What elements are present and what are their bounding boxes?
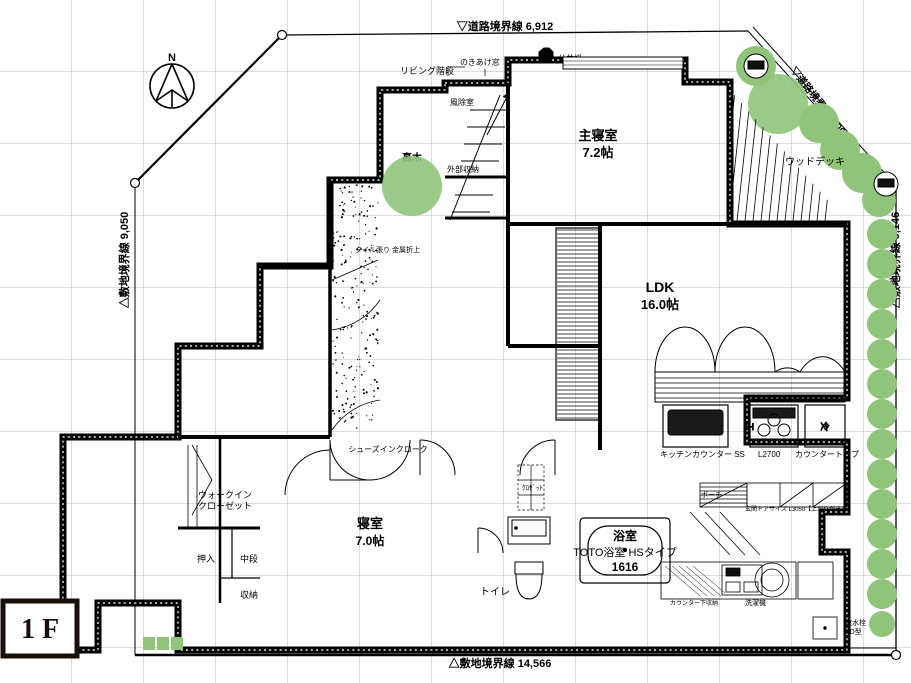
svg-text:L2700: L2700 bbox=[758, 450, 781, 459]
svg-text:押入: 押入 bbox=[197, 553, 215, 564]
svg-text:N: N bbox=[168, 52, 176, 64]
svg-text:カウンタートップ: カウンタートップ bbox=[795, 450, 859, 459]
svg-text:のきあけ窓: のきあけ窓 bbox=[460, 57, 500, 67]
svg-text:IH: IH bbox=[745, 422, 754, 432]
svg-text:カウンター下収納: カウンター下収納 bbox=[670, 599, 718, 607]
svg-text:冷: 冷 bbox=[820, 421, 829, 432]
svg-text:ウッドデッキ: ウッドデッキ bbox=[785, 155, 845, 168]
svg-text:散水栓: 散水栓 bbox=[845, 618, 866, 627]
svg-text:1 F: 1 F bbox=[21, 614, 59, 645]
svg-text:ｸﾛｾﾞｯﾄ: ｸﾛｾﾞｯﾄ bbox=[522, 484, 543, 492]
svg-text:浴室: 浴室 bbox=[613, 528, 637, 543]
svg-text:寝室: 寝室 bbox=[357, 516, 383, 531]
svg-text:タイル張り 金属折上: タイル張り 金属折上 bbox=[355, 245, 420, 254]
svg-text:リビング階段: リビング階段 bbox=[400, 65, 454, 76]
svg-text:クローゼット: クローゼット bbox=[198, 500, 252, 511]
svg-text:△敷地境界線 9,050: △敷地境界線 9,050 bbox=[117, 212, 131, 310]
svg-text:7.2帖: 7.2帖 bbox=[582, 145, 613, 160]
svg-text:シューズインクローク: シューズインクローク bbox=[348, 444, 428, 454]
svg-text:▽道路境界線 6,912: ▽道路境界線 6,912 bbox=[456, 19, 554, 33]
svg-text:洗濯機: 洗濯機 bbox=[745, 598, 766, 607]
svg-text:主寝室: 主寝室 bbox=[578, 128, 617, 143]
svg-text:7.0帖: 7.0帖 bbox=[356, 533, 385, 548]
svg-text:キッチンカウンター SS: キッチンカウンター SS bbox=[660, 450, 745, 459]
svg-text:中段: 中段 bbox=[240, 553, 258, 564]
svg-text:SD型: SD型 bbox=[845, 627, 862, 636]
svg-text:LDK: LDK bbox=[646, 279, 675, 295]
svg-text:風除室: 風除室 bbox=[450, 97, 474, 107]
svg-text:ウォークイン: ウォークイン bbox=[198, 490, 252, 500]
svg-text:16.0帖: 16.0帖 bbox=[641, 297, 679, 312]
svg-text:トイレ: トイレ bbox=[480, 587, 510, 598]
svg-text:玄関ドアサイズ L3050【上がりがまち】: 玄関ドアサイズ L3050【上がりがまち】 bbox=[745, 505, 853, 513]
svg-text:△敷地境界線 14,566: △敷地境界線 14,566 bbox=[448, 656, 552, 670]
svg-text:外部収納: 外部収納 bbox=[447, 164, 479, 174]
svg-text:1616: 1616 bbox=[612, 560, 639, 574]
svg-text:ポーチ: ポーチ bbox=[701, 491, 722, 499]
svg-text:収納: 収納 bbox=[240, 589, 258, 600]
